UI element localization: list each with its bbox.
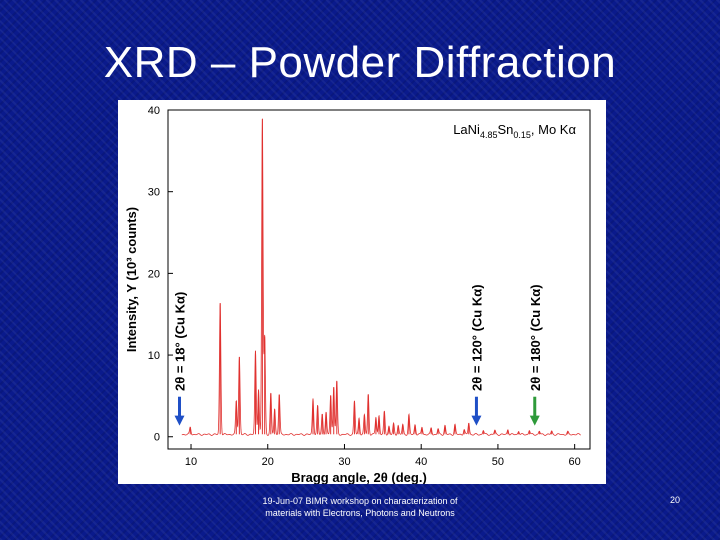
y-tick-label: 40 [148,105,160,117]
y-axis-label: Intensity, Y (10³ counts) [124,207,139,352]
angle-annotations: 2θ = 18° (Cu Kα) 2θ = 120° (Cu Kα) 2θ = 18… [173,284,543,426]
x-tick-label: 50 [492,456,504,468]
x-tick-label: 30 [338,456,350,468]
xrd-figure: 0 10 20 30 40 10 20 30 40 50 60 2θ = 18° (Cu Kα) 2… [118,100,606,484]
annotation-arrow-head [174,415,185,426]
diffraction-pattern-line [181,118,581,436]
annotation-arrow-head [471,415,482,426]
x-tick-label: 60 [569,456,581,468]
annotation-arrow-head [529,415,540,426]
page-number: 20 [669,495,680,505]
footer-text: 19-Jun-07 BIMR workshop on characterizat… [262,496,458,518]
plot-frame [167,109,591,450]
y-axis-ticks: 0 10 20 30 40 [148,105,173,444]
slide-title: XRD – Powder Diffraction [103,38,617,87]
y-tick-label: 10 [148,350,160,362]
y-tick-label: 30 [148,187,160,199]
x-axis-label: Bragg angle, 2θ (deg.) [291,470,427,484]
y-tick-label: 0 [154,432,160,444]
sample-label: LaNi4.85Sn0.15, Mo Kα [453,122,576,140]
annotation-label: 2θ = 180° (Cu Kα) [528,284,543,391]
x-tick-label: 40 [415,456,427,468]
peak-marks [189,119,569,435]
x-tick-label: 20 [262,456,274,468]
x-tick-label: 10 [185,456,197,468]
annotation-label: 2θ = 120° (Cu Kα) [469,284,484,391]
x-axis-ticks: 10 20 30 40 50 60 [185,444,581,468]
y-tick-label: 20 [148,268,160,280]
annotation-label: 2θ = 18° (Cu Kα) [173,292,188,391]
